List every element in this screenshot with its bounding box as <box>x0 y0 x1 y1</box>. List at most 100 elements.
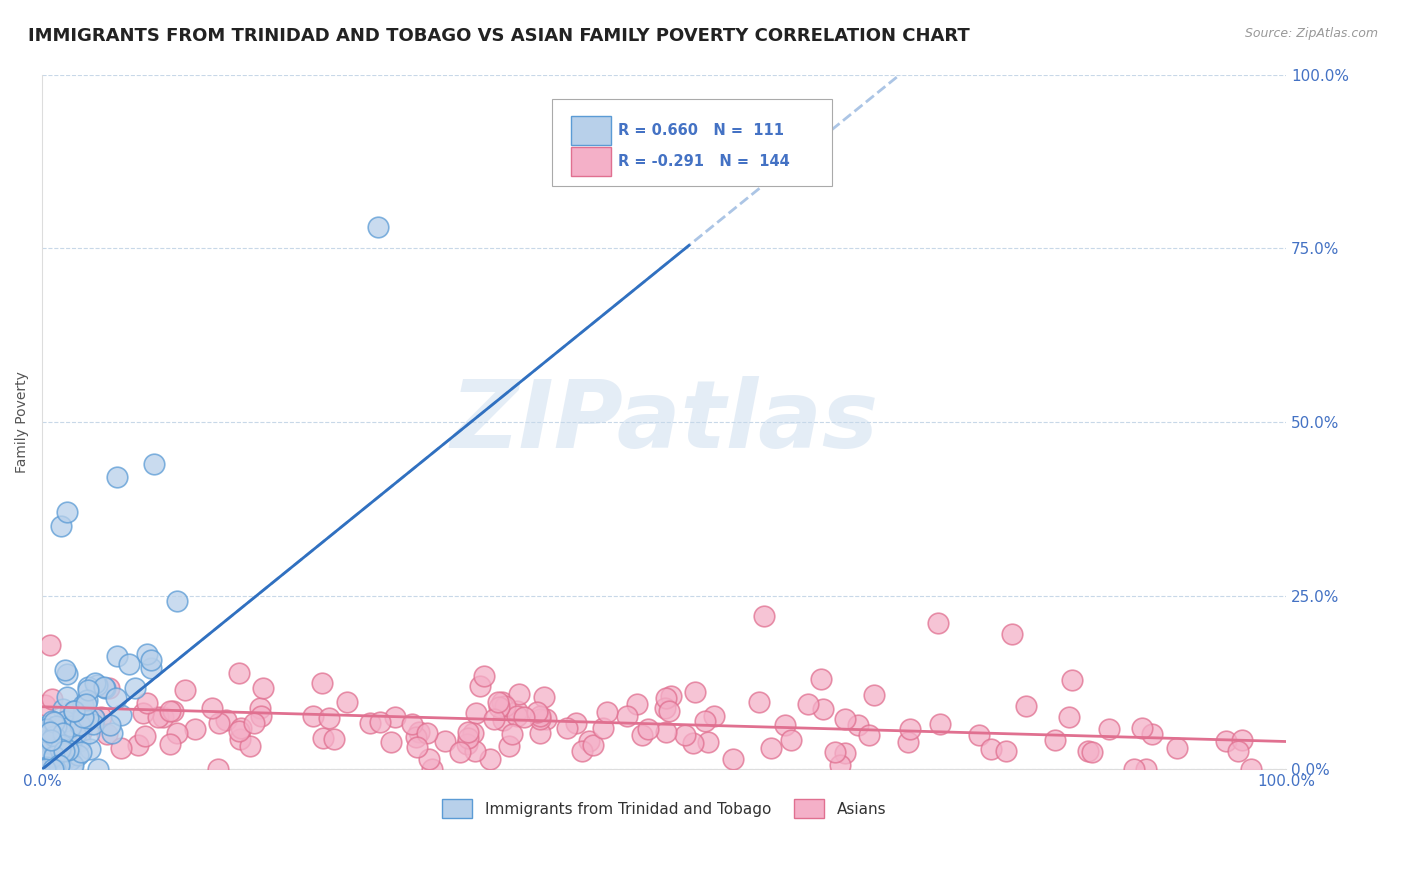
Point <box>53 714 76 728</box>
Point <box>139 661 162 675</box>
Point <box>208 716 231 731</box>
Point <box>501 727 523 741</box>
Point <box>654 691 676 706</box>
Point <box>564 716 586 731</box>
Point <box>1166 741 1188 756</box>
Point <box>513 709 536 723</box>
Point <box>49 723 72 737</box>
Point <box>35 762 58 776</box>
Point <box>249 700 271 714</box>
Point <box>79 741 101 756</box>
Point <box>773 718 796 732</box>
Point <box>83 711 105 725</box>
Point <box>401 716 423 731</box>
Point <box>492 713 515 727</box>
Point <box>434 734 457 748</box>
Point <box>418 752 440 766</box>
Point <box>457 725 479 739</box>
Point <box>472 669 495 683</box>
Point <box>69 717 91 731</box>
Point <box>1057 710 1080 724</box>
Point <box>626 697 648 711</box>
Point <box>529 709 551 723</box>
Point <box>420 762 443 776</box>
Point <box>55 667 77 681</box>
Point <box>34 742 56 756</box>
Text: ZIPatlas: ZIPatlas <box>450 376 879 468</box>
Point <box>408 725 430 739</box>
Point <box>45 734 67 748</box>
Point <box>31 726 53 740</box>
Point <box>359 715 381 730</box>
Point <box>70 745 93 759</box>
Point <box>1081 745 1104 759</box>
Point <box>380 735 402 749</box>
Point <box>42 762 65 776</box>
Point <box>42 752 65 766</box>
Point <box>1135 762 1157 776</box>
Point <box>529 726 551 740</box>
Point <box>683 685 706 699</box>
Point <box>39 638 62 652</box>
Point <box>557 721 579 735</box>
Text: IMMIGRANTS FROM TRINIDAD AND TOBAGO VS ASIAN FAMILY POVERTY CORRELATION CHART: IMMIGRANTS FROM TRINIDAD AND TOBAGO VS A… <box>28 27 970 45</box>
Point <box>529 712 551 726</box>
Point <box>797 697 820 711</box>
Point <box>72 698 94 712</box>
Point <box>90 709 112 723</box>
Point <box>752 609 775 624</box>
Point <box>56 690 79 705</box>
Point <box>42 749 65 764</box>
Point <box>69 734 91 748</box>
Point <box>457 731 479 746</box>
Point <box>75 697 97 711</box>
Point <box>49 739 72 753</box>
Point <box>828 758 851 772</box>
Point <box>124 681 146 695</box>
Point <box>215 713 238 727</box>
Point <box>105 691 128 706</box>
Point <box>77 680 100 694</box>
Point <box>77 711 100 725</box>
Point <box>166 726 188 740</box>
Point <box>34 698 56 712</box>
Text: Source: ZipAtlas.com: Source: ZipAtlas.com <box>1244 27 1378 40</box>
Point <box>105 648 128 663</box>
Point <box>661 689 683 703</box>
Point <box>49 762 72 776</box>
Point <box>32 722 55 736</box>
Point <box>44 762 66 776</box>
Point <box>673 728 696 742</box>
Point <box>848 718 870 732</box>
Point <box>595 705 617 719</box>
Point <box>35 718 58 732</box>
Point <box>32 762 55 776</box>
Point <box>229 722 252 736</box>
Point <box>486 695 509 709</box>
Point <box>533 690 555 705</box>
Point <box>824 745 846 759</box>
Point <box>41 762 63 776</box>
Point <box>37 762 59 776</box>
Point <box>67 747 90 762</box>
Point <box>56 743 79 757</box>
Point <box>967 728 990 742</box>
Point <box>1098 722 1121 736</box>
Point <box>571 744 593 758</box>
Point <box>83 711 105 725</box>
Point <box>139 653 162 667</box>
Point <box>637 722 659 736</box>
Point <box>405 730 427 744</box>
Point <box>42 739 65 753</box>
Point <box>48 742 70 756</box>
Point <box>127 739 149 753</box>
Point <box>118 657 141 671</box>
Point <box>49 519 72 533</box>
Point <box>592 721 614 735</box>
Point <box>110 740 132 755</box>
Point <box>1232 732 1254 747</box>
Point <box>463 726 485 740</box>
Point <box>37 752 59 766</box>
Point <box>69 725 91 739</box>
Point <box>721 752 744 766</box>
